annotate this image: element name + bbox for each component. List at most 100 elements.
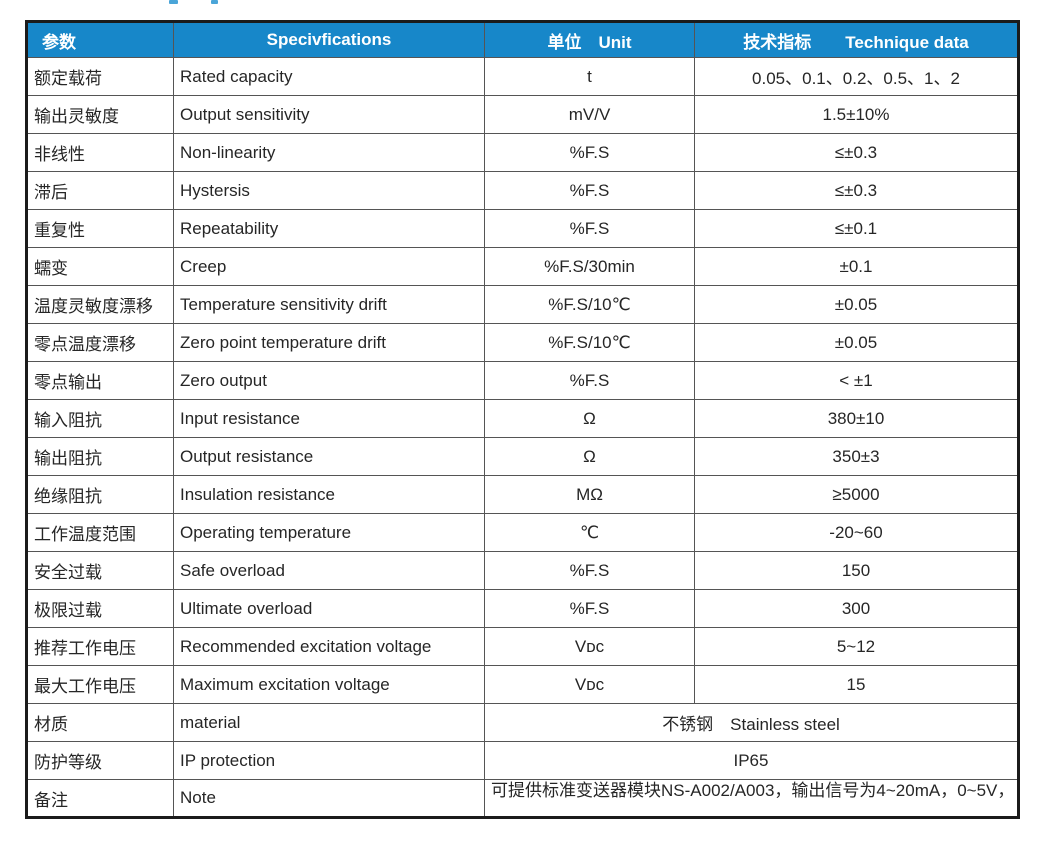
- cropped-title-mark: [211, 0, 218, 4]
- param-en-cell: Ultimate overload: [173, 589, 485, 628]
- param-en-cell: Operating temperature: [173, 513, 485, 552]
- unit-cell: %F.S: [484, 361, 695, 400]
- table-row: 重复性 Repeatability %F.S ≤±0.1: [26, 209, 1019, 248]
- unit-cell: %F.S: [484, 551, 695, 590]
- param-zh-cell: 安全过载: [26, 551, 174, 590]
- param-zh-cell: 输出阻抗: [26, 437, 174, 476]
- unit-cell: %F.S: [484, 133, 695, 172]
- unit-cell: Ω: [484, 437, 695, 476]
- unit-cell: %F.S/10℃: [484, 285, 695, 324]
- header-unit: 单位 Unit: [484, 21, 695, 58]
- table-row: 输入阻抗 Input resistance Ω 380±10: [26, 399, 1019, 438]
- param-en-cell: IP protection: [173, 741, 485, 780]
- value-cell: ±0.1: [694, 247, 1019, 286]
- param-en-cell: Note: [173, 779, 485, 818]
- value-cell: -20~60: [694, 513, 1019, 552]
- param-en-cell: Output sensitivity: [173, 95, 485, 134]
- param-en-cell: Temperature sensitivity drift: [173, 285, 485, 324]
- unit-cell: %F.S/10℃: [484, 323, 695, 362]
- param-zh-cell: 工作温度范围: [26, 513, 174, 552]
- unit-cell: Vᴅᴄ: [484, 665, 695, 704]
- value-cell: 15: [694, 665, 1019, 704]
- value-cell: ≤±0.3: [694, 133, 1019, 172]
- param-zh-cell: 绝缘阻抗: [26, 475, 174, 514]
- param-en-cell: Recommended excitation voltage: [173, 627, 485, 666]
- table-row: 最大工作电压 Maximum excitation voltage Vᴅᴄ 15: [26, 665, 1019, 704]
- param-en-cell: Zero point temperature drift: [173, 323, 485, 362]
- param-zh-cell: 零点输出: [26, 361, 174, 400]
- value-cell: 150: [694, 551, 1019, 590]
- param-zh-cell: 材质: [26, 703, 174, 742]
- table-row: 材质 material 不锈钢 Stainless steel: [26, 703, 1019, 742]
- header-technique-data: 技术指标 Technique data: [694, 21, 1019, 58]
- value-cell: 380±10: [694, 399, 1019, 438]
- table-row: 防护等级 IP protection IP65: [26, 741, 1019, 780]
- table-row: 工作温度范围 Operating temperature ℃ -20~60: [26, 513, 1019, 552]
- value-cell: ≤±0.3: [694, 171, 1019, 210]
- unit-cell: mV/V: [484, 95, 695, 134]
- param-zh-cell: 温度灵敏度漂移: [26, 285, 174, 324]
- param-en-cell: Rated capacity: [173, 57, 485, 96]
- param-zh-cell: 极限过载: [26, 589, 174, 628]
- unit-cell: Vᴅᴄ: [484, 627, 695, 666]
- unit-cell: Ω: [484, 399, 695, 438]
- note-cell: 可提供标准变送器模块NS-A002/A003，输出信号为4~20mA，0~5V，…: [484, 779, 1019, 818]
- unit-cell: ℃: [484, 513, 695, 552]
- value-cell: 300: [694, 589, 1019, 628]
- spec-table: 参数 Specivfications 单位 Unit 技术指标 Techniqu…: [25, 20, 1020, 819]
- cropped-title-fragment: [0, 0, 260, 7]
- param-zh-cell: 防护等级: [26, 741, 174, 780]
- param-zh-cell: 最大工作电压: [26, 665, 174, 704]
- param-zh-cell: 输出灵敏度: [26, 95, 174, 134]
- param-en-cell: Zero output: [173, 361, 485, 400]
- param-en-cell: Input resistance: [173, 399, 485, 438]
- merged-value-cell: IP65: [484, 741, 1019, 780]
- value-cell: ±0.05: [694, 285, 1019, 324]
- param-zh-cell: 重复性: [26, 209, 174, 248]
- table-row: 零点温度漂移 Zero point temperature drift %F.S/1…: [26, 323, 1019, 362]
- value-cell: ±0.05: [694, 323, 1019, 362]
- value-cell: < ±1: [694, 361, 1019, 400]
- param-en-cell: Safe overload: [173, 551, 485, 590]
- table-row: 绝缘阻抗 Insulation resistance MΩ ≥5000: [26, 475, 1019, 514]
- value-cell: ≥5000: [694, 475, 1019, 514]
- value-cell: 350±3: [694, 437, 1019, 476]
- header-param: 参数: [26, 21, 174, 58]
- param-zh-cell: 蠕变: [26, 247, 174, 286]
- header-specifications: Specivfications: [173, 21, 485, 58]
- param-en-cell: Non-linearity: [173, 133, 485, 172]
- unit-cell: %F.S: [484, 589, 695, 628]
- cropped-title-mark: [169, 0, 178, 4]
- param-en-cell: Repeatability: [173, 209, 485, 248]
- table-row: 蠕变 Creep %F.S/30min ±0.1: [26, 247, 1019, 286]
- param-zh-cell: 额定载荷: [26, 57, 174, 96]
- value-cell: ≤±0.1: [694, 209, 1019, 248]
- unit-cell: MΩ: [484, 475, 695, 514]
- param-zh-cell: 零点温度漂移: [26, 323, 174, 362]
- unit-cell: %F.S: [484, 171, 695, 210]
- table-row: 输出阻抗 Output resistance Ω 350±3: [26, 437, 1019, 476]
- spec-table-body: 额定载荷 Rated capacity t 0.05、0.1、0.2、0.5、1、2 输…: [26, 57, 1019, 818]
- param-en-cell: Insulation resistance: [173, 475, 485, 514]
- param-zh-cell: 非线性: [26, 133, 174, 172]
- param-en-cell: Output resistance: [173, 437, 485, 476]
- table-row: 额定载荷 Rated capacity t 0.05、0.1、0.2、0.5、1、2: [26, 57, 1019, 96]
- param-en-cell: material: [173, 703, 485, 742]
- value-cell: 1.5±10%: [694, 95, 1019, 134]
- param-zh-cell: 推荐工作电压: [26, 627, 174, 666]
- table-row: 输出灵敏度 Output sensitivity mV/V 1.5±10%: [26, 95, 1019, 134]
- table-row: 推荐工作电压 Recommended excitation voltage Vᴅᴄ 5…: [26, 627, 1019, 666]
- param-zh-cell: 滞后: [26, 171, 174, 210]
- param-zh-cell: 备注: [26, 779, 174, 818]
- unit-cell: %F.S/30min: [484, 247, 695, 286]
- table-row: 备注 Note 可提供标准变送器模块NS-A002/A003，输出信号为4~20mA…: [26, 779, 1019, 818]
- unit-cell: t: [484, 57, 695, 96]
- table-row: 零点输出 Zero output %F.S < ±1: [26, 361, 1019, 400]
- table-row: 滞后 Hystersis %F.S ≤±0.3: [26, 171, 1019, 210]
- table-row: 安全过载 Safe overload %F.S 150: [26, 551, 1019, 590]
- merged-value-cell: 不锈钢 Stainless steel: [484, 703, 1019, 742]
- table-header-row: 参数 Specivfications 单位 Unit 技术指标 Techniqu…: [26, 21, 1019, 58]
- param-en-cell: Hystersis: [173, 171, 485, 210]
- param-en-cell: Creep: [173, 247, 485, 286]
